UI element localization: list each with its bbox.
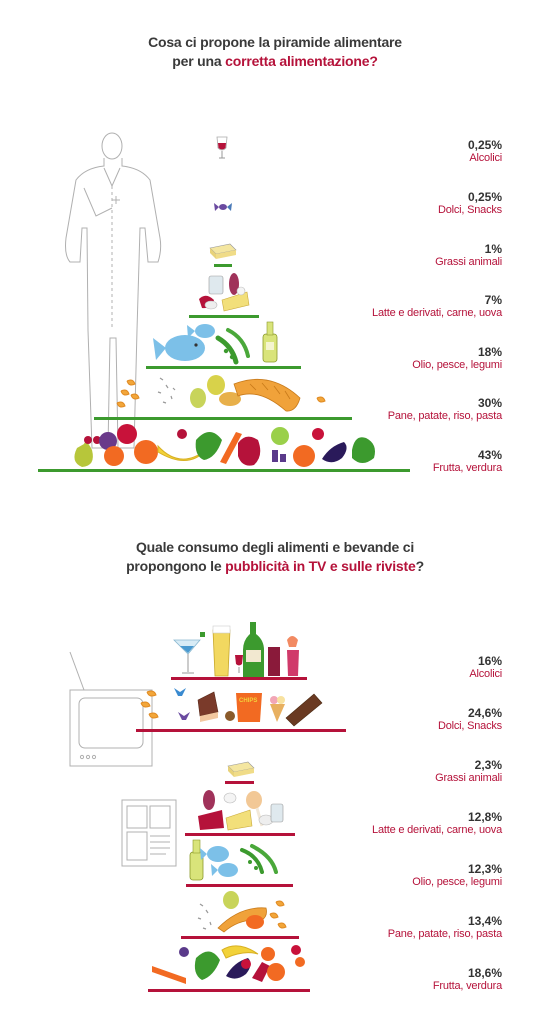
fish-oil-beans-icons (153, 321, 278, 365)
section2-title-line1: Quale consumo degli alimenti e bevande c… (135, 539, 415, 555)
stat-s2-alcolici: 16% Alcolici (469, 654, 502, 681)
level-bar-pane (181, 936, 299, 939)
fruit-vegetable-icons (74, 424, 375, 467)
level-bar-grassi (214, 264, 232, 267)
stat-pct: 1% (484, 242, 502, 256)
level-bar-pane (94, 417, 352, 420)
stat-pct: 0,25% (467, 138, 502, 152)
section1-title-line2-pre: per una (172, 53, 226, 69)
stat-label: Pane, patate, riso, pasta (387, 410, 502, 422)
stat-pct: 2,3% (474, 758, 502, 772)
bread-pasta-icons (197, 891, 287, 933)
level-bar-frutta (148, 989, 310, 992)
stat-s1-latte-carne-uova: 7% Latte e derivati, carne, uova (372, 293, 502, 320)
butter-icon (209, 243, 237, 259)
stat-pct: 7% (484, 293, 502, 307)
stat-s2-frutta-verdura: 18,6% Frutta, verdura (433, 966, 502, 993)
stat-s2-olio-pesce-legumi: 12,3% Olio, pesce, legumi (412, 862, 502, 889)
chips-logo: CHIPS (239, 698, 257, 704)
stat-s2-pane-patate-riso-pasta: 13,4% Pane, patate, riso, pasta (388, 914, 502, 941)
stat-pct: 12,3% (467, 862, 502, 876)
stat-s1-grassi-animali: 1% Grassi animali (435, 242, 502, 269)
stat-label: Grassi animali (435, 256, 502, 268)
dairy-meat-icons (198, 790, 284, 831)
section1-title-highlight: corretta alimentazione? (225, 53, 378, 69)
level-bar-latte (189, 315, 259, 318)
pyramid1-levels (38, 264, 410, 472)
stat-label: Alcolici (469, 152, 502, 164)
stat-s2-latte-carne-uova: 12,8% Latte e derivati, carne, uova (372, 810, 502, 837)
tv-icon (69, 651, 153, 767)
dairy-meat-icons (199, 273, 250, 312)
butter-icon (227, 761, 255, 777)
stat-label: Dolci, Snacks (437, 720, 502, 732)
stat-s1-pane-patate-riso-pasta: 30% Pane, patate, riso, pasta (388, 396, 502, 423)
section2-title-highlight: pubblicità in TV e sulle riviste (225, 558, 416, 574)
stat-pct: 12,8% (467, 810, 502, 824)
sweets-snacks-icons: CHIPS (140, 688, 323, 727)
pyramid2-levels (136, 677, 346, 992)
stat-s2-dolci-snacks: 24,6% Dolci, Snacks (438, 706, 502, 733)
level-bar-latte (185, 833, 295, 836)
stat-pct: 30% (477, 396, 502, 410)
section2-title-line2-post: ? (415, 558, 425, 574)
wine-glass-icon (216, 136, 228, 159)
stat-pct: 18% (477, 345, 502, 359)
stat-label: Olio, pesce, legumi (412, 359, 502, 371)
level-bar-grassi (225, 781, 254, 784)
stat-pct: 16% (477, 654, 502, 668)
stat-s1-alcolici: 0,25% Alcolici (468, 138, 502, 165)
fish-oil-beans-icons (189, 839, 278, 881)
fruit-vegetable-icons (152, 945, 305, 984)
stat-label: Grassi animali (435, 772, 502, 784)
level-bar-olio (186, 884, 293, 887)
level-bar-alcolici (171, 677, 307, 680)
stat-label: Latte e derivati, carne, uova (372, 824, 502, 836)
section2-title: Quale consumo degli alimenti e bevande c… (0, 538, 550, 576)
stat-label: Olio, pesce, legumi (412, 876, 502, 888)
section1-title-line1: Cosa ci propone la piramide alimentare (148, 34, 402, 50)
level-bar-dolci (136, 729, 346, 732)
candy-icon (214, 203, 232, 211)
stat-s2-grassi-animali: 2,3% Grassi animali (435, 758, 502, 785)
stat-s1-olio-pesce-legumi: 18% Olio, pesce, legumi (412, 345, 502, 372)
stat-label: Pane, patate, riso, pasta (387, 928, 502, 940)
stat-pct: 43% (477, 448, 502, 462)
section2-title-line2-pre: propongono le (126, 558, 226, 574)
doctor-figure (65, 132, 162, 449)
stat-pct: 24,6% (467, 706, 502, 720)
stat-pct: 18,6% (467, 966, 502, 980)
magazine-icon (121, 799, 177, 867)
stat-label: Frutta, verdura (432, 462, 502, 474)
level-bar-olio (146, 366, 301, 369)
stat-label: Alcolici (469, 668, 502, 680)
level-bar-frutta (38, 469, 410, 472)
bread-pasta-icons (116, 375, 326, 412)
stat-label: Dolci, Snacks (437, 204, 502, 216)
stat-label: Frutta, verdura (432, 980, 502, 992)
stat-label: Latte e derivati, carne, uova (372, 307, 502, 319)
stat-s1-dolci-snacks: 0,25% Dolci, Snacks (438, 190, 502, 217)
stat-pct: 0,25% (467, 190, 502, 204)
stat-pct: 13,4% (467, 914, 502, 928)
alcohol-drinks-icons (173, 622, 299, 677)
section1-title: Cosa ci propone la piramide alimentare p… (0, 33, 550, 71)
stat-s1-frutta-verdura: 43% Frutta, verdura (433, 448, 502, 475)
